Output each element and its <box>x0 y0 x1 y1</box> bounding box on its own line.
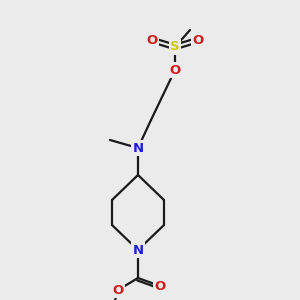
Text: O: O <box>169 64 181 76</box>
Text: O: O <box>112 284 124 296</box>
Text: S: S <box>170 40 180 53</box>
Text: N: N <box>132 244 144 256</box>
Text: O: O <box>154 280 166 292</box>
Text: O: O <box>192 34 204 46</box>
Text: O: O <box>146 34 158 46</box>
Text: N: N <box>132 142 144 154</box>
